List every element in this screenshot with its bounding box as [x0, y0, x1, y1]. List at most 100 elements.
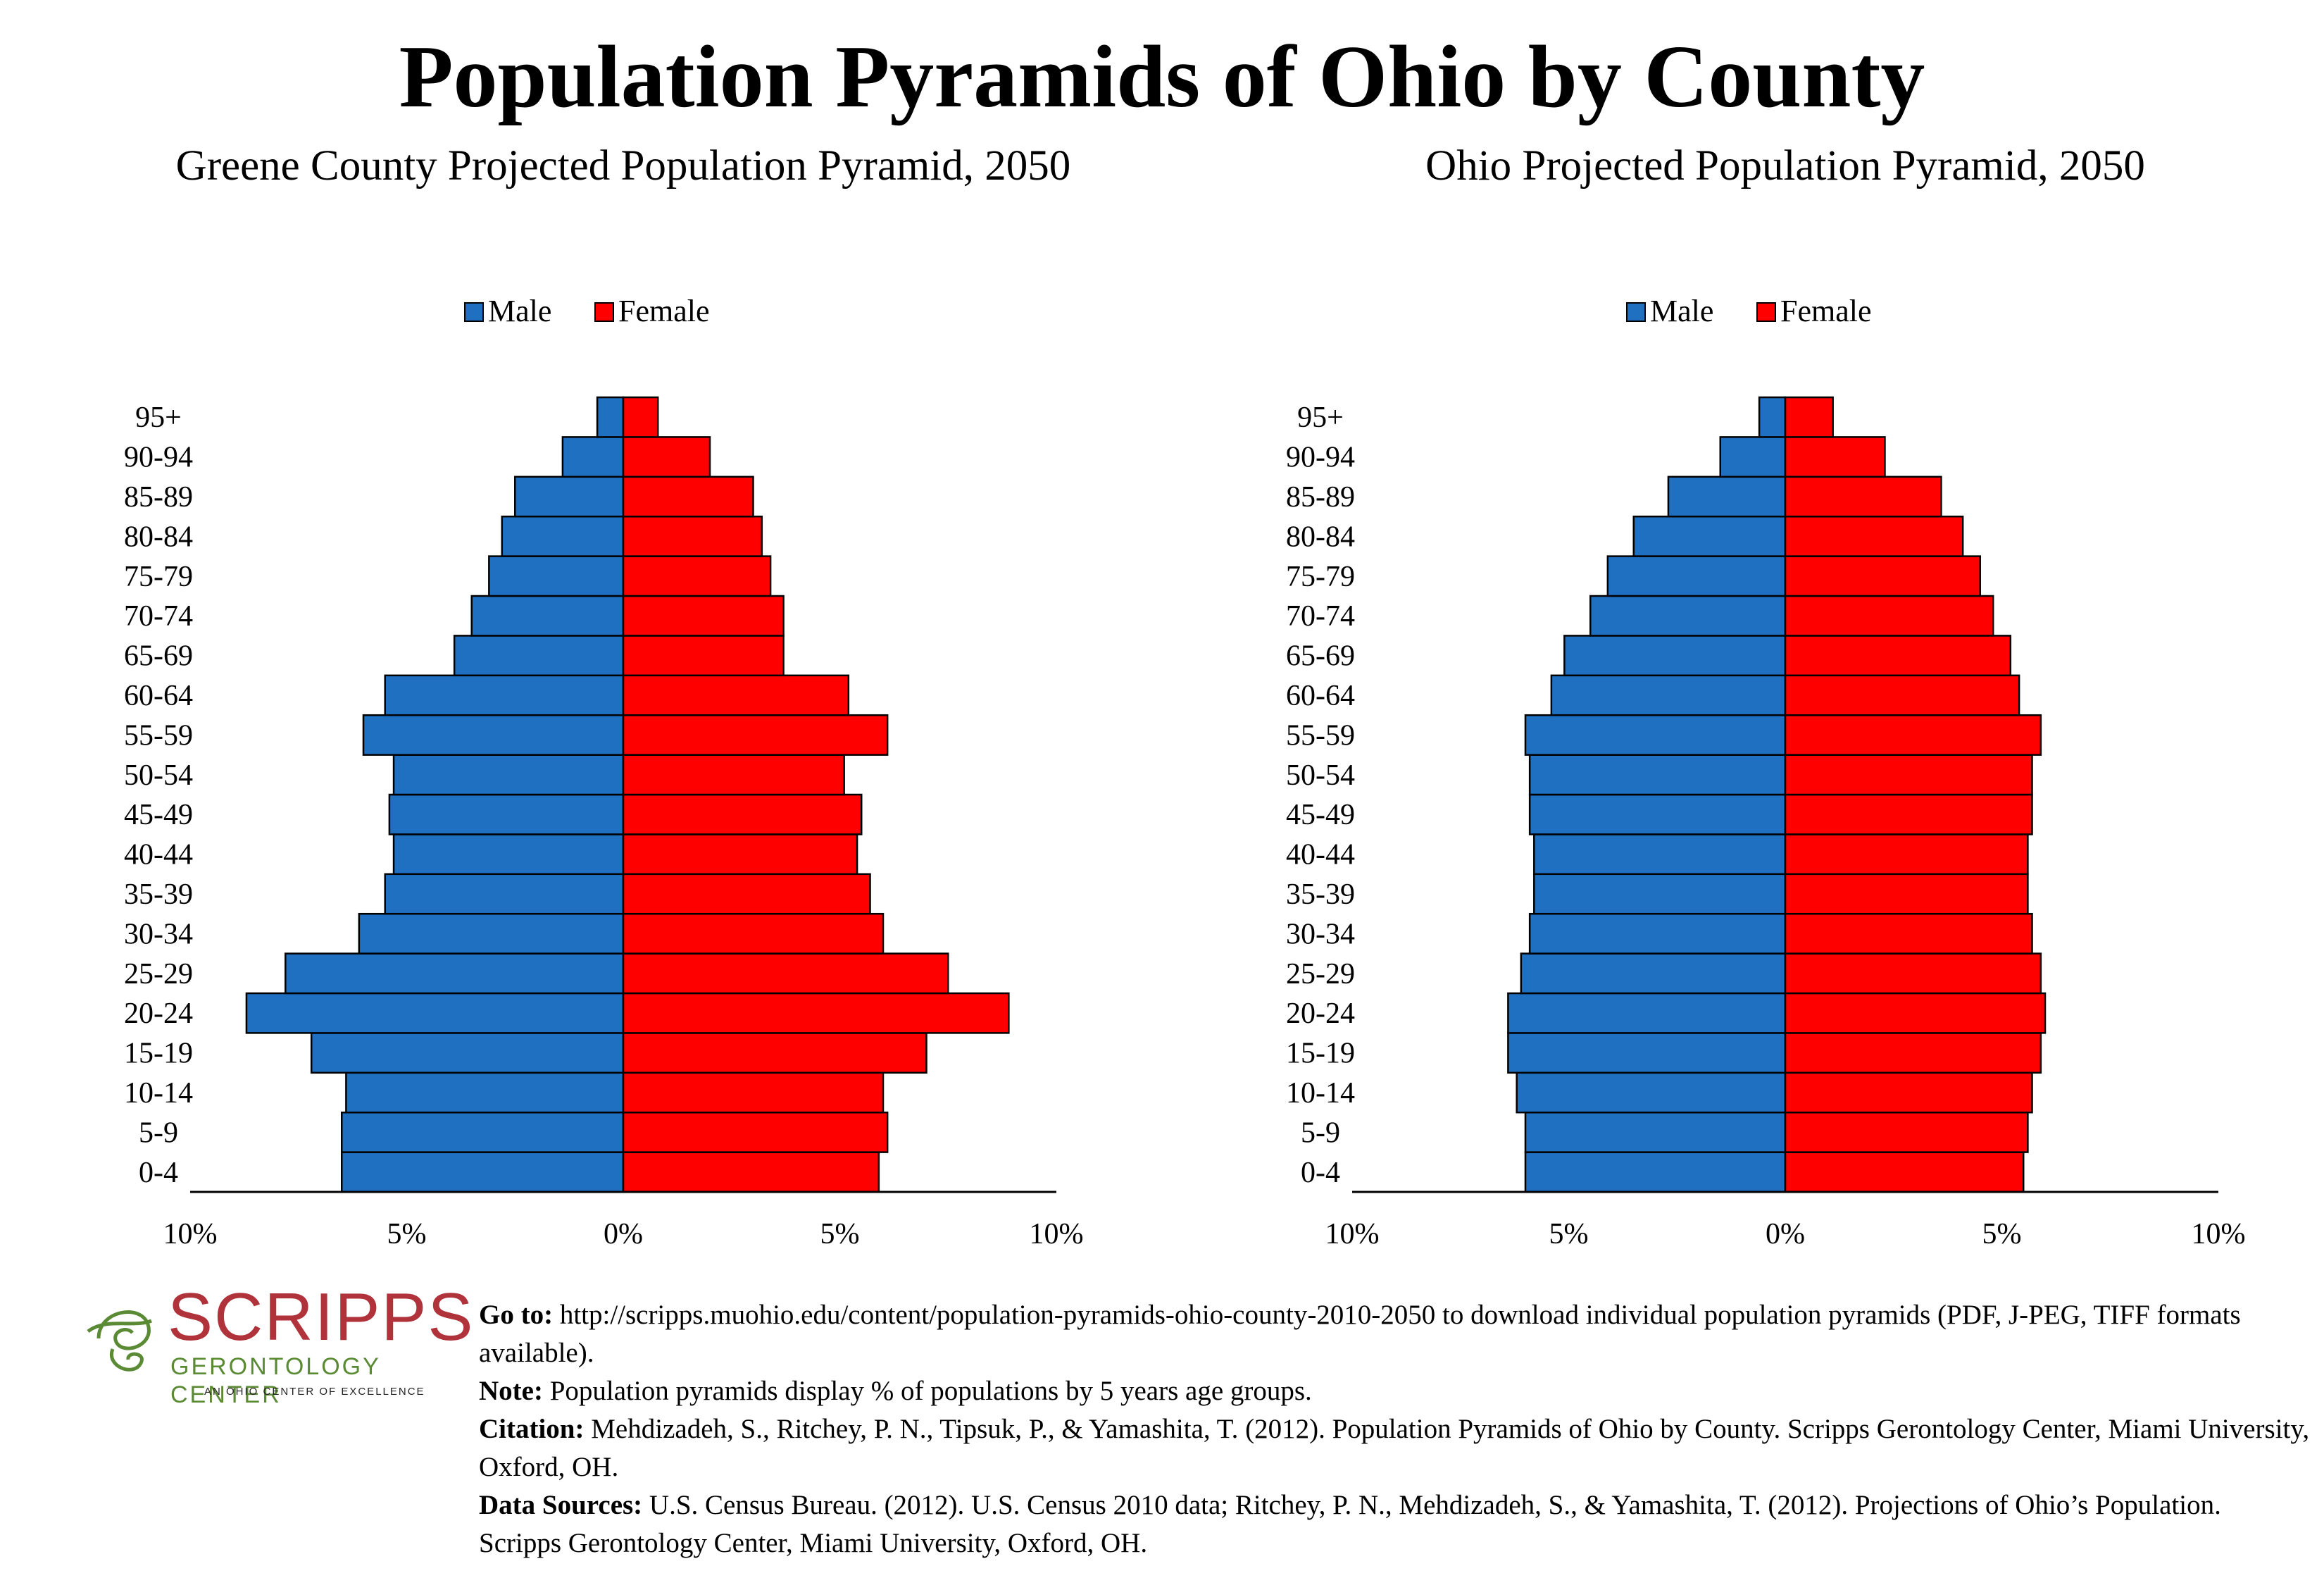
bar-male — [341, 1151, 625, 1193]
legend-male-swatch — [1626, 302, 1646, 322]
age-group-label: 95+ — [135, 402, 182, 434]
bar-female — [1784, 476, 1942, 518]
age-group-label: 90-94 — [124, 442, 193, 474]
bar-male — [1632, 515, 1787, 557]
goto-label: Go to: — [479, 1300, 554, 1330]
bar-female — [622, 992, 1010, 1034]
bar-male — [1528, 912, 1787, 955]
x-tick-label: 5% — [820, 1218, 860, 1250]
bar-female — [1784, 436, 1886, 478]
bar-male — [310, 1032, 625, 1074]
bar-male — [1524, 1151, 1787, 1193]
age-group-label: 15-19 — [124, 1038, 193, 1070]
footer-citation: Citation: Mehdizadeh, S., Ritchey, P. N.… — [479, 1410, 2310, 1486]
bar-male — [1528, 754, 1787, 796]
chart-legend: Male Female — [1626, 294, 1872, 328]
age-group-label: 65-69 — [1286, 640, 1355, 673]
age-group-label: 50-54 — [124, 759, 193, 792]
age-group-label: 25-29 — [124, 958, 193, 990]
age-group-label: 55-59 — [1286, 719, 1355, 752]
bar-female — [1784, 396, 1834, 438]
bar-female — [622, 595, 785, 637]
x-tick-label: 5% — [387, 1218, 427, 1250]
age-group-label: 60-64 — [1286, 680, 1355, 712]
age-group-label: 40-44 — [124, 839, 193, 871]
bar-male — [392, 833, 625, 876]
x-tick-label: 10% — [1325, 1218, 1380, 1250]
legend-male-label: Male — [488, 294, 551, 328]
age-group-label: 30-34 — [124, 918, 193, 950]
bar-female — [1784, 1032, 2042, 1074]
age-group-label: 45-49 — [1286, 799, 1355, 831]
age-group-label: 55-59 — [124, 719, 193, 752]
legend-female-swatch — [1756, 302, 1776, 322]
sources-text: U.S. Census Bureau. (2012). U.S. Census … — [479, 1490, 2221, 1558]
bar-male — [514, 476, 625, 518]
bar-female — [622, 754, 845, 796]
age-group-label: 25-29 — [1286, 958, 1355, 990]
x-tick-label: 10% — [1030, 1218, 1084, 1250]
bar-female — [622, 793, 863, 835]
greene-county-pyramid-svg: Greene County Projected Population Pyram… — [124, 142, 1084, 1250]
main-title: Population Pyramids of Ohio by County — [399, 28, 1925, 126]
chart-legend: Male Female — [464, 294, 710, 328]
bar-male — [358, 912, 625, 955]
bar-female — [622, 952, 949, 995]
age-group-label: 65-69 — [124, 640, 193, 673]
footer-goto: Go to: http://scripps.muohio.edu/content… — [479, 1296, 2310, 1372]
bar-male — [453, 635, 625, 677]
bar-female — [1784, 635, 2012, 677]
bar-female — [622, 1151, 880, 1193]
bar-male — [1507, 1032, 1787, 1074]
age-group-label: 0-4 — [139, 1157, 178, 1189]
bar-male — [1589, 595, 1787, 637]
age-group-label: 10-14 — [1286, 1077, 1355, 1110]
scripps-swirl-icon — [87, 1310, 152, 1372]
bar-male — [1533, 873, 1787, 915]
logo-wordmark: SCRIPPS — [168, 1279, 475, 1355]
footer-sources: Data Sources: U.S. Census Bureau. (2012)… — [479, 1486, 2310, 1562]
bar-male — [1507, 992, 1787, 1034]
x-tick-label: 5% — [1982, 1218, 2022, 1250]
logo-tagline: AN OHIO CENTER OF EXCELLENCE — [204, 1386, 425, 1398]
bar-male — [561, 436, 625, 478]
bar-female — [622, 476, 754, 518]
legend-male-label: Male — [1650, 294, 1713, 328]
bar-male — [362, 714, 625, 756]
legend-female-swatch — [594, 302, 614, 322]
age-group-label: 35-39 — [124, 878, 193, 911]
bar-female — [1784, 515, 1964, 557]
bar-male — [388, 793, 625, 835]
bar-male — [1520, 952, 1787, 995]
citation-text: Mehdizadeh, S., Ritchey, P. N., Tipsuk, … — [479, 1414, 2310, 1482]
bar-female — [1784, 912, 2033, 955]
bar-male — [285, 952, 625, 995]
age-group-label: 95+ — [1297, 402, 1344, 434]
legend-male-swatch — [464, 302, 484, 322]
logo-subtitle: GERONTOLOGY CENTER — [170, 1353, 381, 1408]
bar-male — [1516, 1071, 1787, 1114]
bar-female — [622, 635, 785, 677]
bar-female — [1784, 992, 2047, 1034]
age-group-label: 80-84 — [124, 521, 193, 553]
bar-female — [622, 515, 763, 557]
age-group-label: 40-44 — [1286, 839, 1355, 871]
bar-male — [1719, 436, 1787, 478]
greene-county-pyramid: Greene County Projected Population Pyram… — [0, 127, 1162, 1268]
x-tick-label: 10% — [163, 1218, 218, 1250]
age-group-label: 15-19 — [1286, 1038, 1355, 1070]
age-group-label: 60-64 — [124, 680, 193, 712]
sources-label: Data Sources: — [479, 1490, 643, 1520]
bar-female — [622, 674, 850, 716]
bar-female — [622, 873, 871, 915]
bar-female — [1784, 595, 1994, 637]
scripps-logo: SCRIPPS GERONTOLOGY CENTER AN OHIO CENTE… — [85, 1282, 473, 1409]
bar-male — [488, 555, 625, 597]
age-group-label: 35-39 — [1286, 878, 1355, 911]
note-text: Population pyramids display % of populat… — [549, 1376, 1312, 1406]
goto-link[interactable]: http://scripps.muohio.edu/content/popula… — [479, 1300, 2241, 1368]
bar-female — [1784, 952, 2042, 995]
age-group-label: 20-24 — [124, 997, 193, 1030]
age-group-label: 20-24 — [1286, 997, 1355, 1030]
bar-male — [1606, 555, 1787, 597]
